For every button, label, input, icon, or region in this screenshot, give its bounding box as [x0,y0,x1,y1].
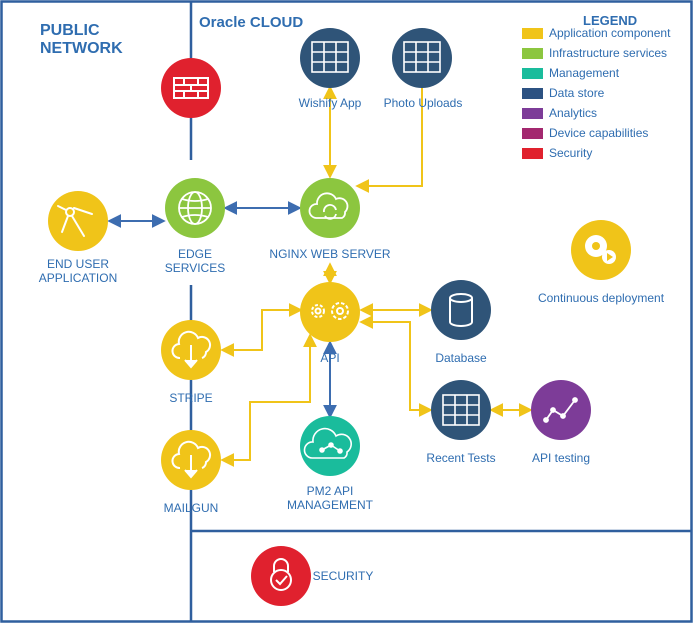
legend-swatch [522,87,543,99]
database-node [431,280,491,340]
legend-swatch [522,127,543,139]
legend-item: Management [522,66,619,80]
legend-item: Data store [522,86,604,100]
edge-node [165,178,225,238]
legend-label: Device capabilities [549,126,649,140]
connectors [107,85,533,467]
api-testing-label: API testing [531,451,591,465]
gear-play-icon [585,235,616,264]
legend-swatch [522,27,543,39]
cd-label: Continuous deployment [537,291,665,305]
grid-icon [403,41,441,73]
legend-title: LEGEND [583,13,638,28]
stripe-node [161,320,221,380]
database-icon [449,293,473,327]
grid-icon [442,394,480,426]
connector-api-recent [359,315,433,417]
database-label: Database [435,351,487,365]
legend-label: Management [549,66,620,80]
mailgun-label: MAILGUN [163,501,219,515]
connector-api-stripe [220,303,303,357]
legend-label: Infrastructure services [549,46,668,60]
legend-label: Data store [549,86,605,100]
legend-label: Security [549,146,593,160]
edge-label: EDGE SERVICES [164,247,226,275]
nginx-label: NGINX WEB SERVER [269,247,391,261]
gears-icon [311,302,349,320]
cloud-download-icon [171,330,212,369]
nginx-node [300,178,360,238]
legend-item: Infrastructure services [522,46,667,60]
cloud-download-icon [171,440,212,479]
network-cloud-icon [303,427,352,459]
legend-item: Application component [522,26,670,40]
photo-node [392,28,452,88]
pm2-label: PM2 API MANAGEMENT [286,484,374,512]
recent-tests-node [431,380,491,440]
firewall-icon [173,77,209,99]
stripe-label: STRIPE [169,391,213,405]
firewall-node [161,58,221,118]
legend-label: Analytics [549,106,598,120]
security-label: SECURITY [312,569,374,583]
recent-tests-label: Recent Tests [426,451,496,465]
legend-item: Analytics [522,106,597,120]
legend-item: Device capabilities [522,126,648,140]
end-user-node [48,191,108,251]
analytics-icon [543,397,578,423]
cloud-sync-icon [308,192,349,220]
connector-api-mailgun [220,333,317,467]
photo-label: Photo Uploads [383,96,463,110]
security-node [251,546,311,606]
api-node [300,282,360,342]
wishify-node [300,28,360,88]
end-user-label: END USER APPLICATION [38,257,118,285]
legend-item: Security [522,146,592,160]
oracle-cloud-label: Oracle CLOUD [199,14,304,31]
globe-icon [178,191,212,225]
api-testing-node [531,380,591,440]
legend-label: Application component [549,26,671,40]
grid-icon [311,41,349,73]
connector-photo-nginx [355,88,423,193]
legend-swatch [522,47,543,59]
pm2-node [300,416,360,476]
cd-node [571,220,631,280]
wishify-label: Wishify App [298,96,362,110]
legend-swatch [522,67,543,79]
api-label: API [320,351,340,365]
lock-icon [270,558,292,591]
public-network-label: PUBLIC NETWORK [40,22,123,57]
legend-swatch [522,107,543,119]
mailgun-node [161,430,221,490]
compass-icon [57,205,93,237]
legend-swatch [522,147,543,159]
